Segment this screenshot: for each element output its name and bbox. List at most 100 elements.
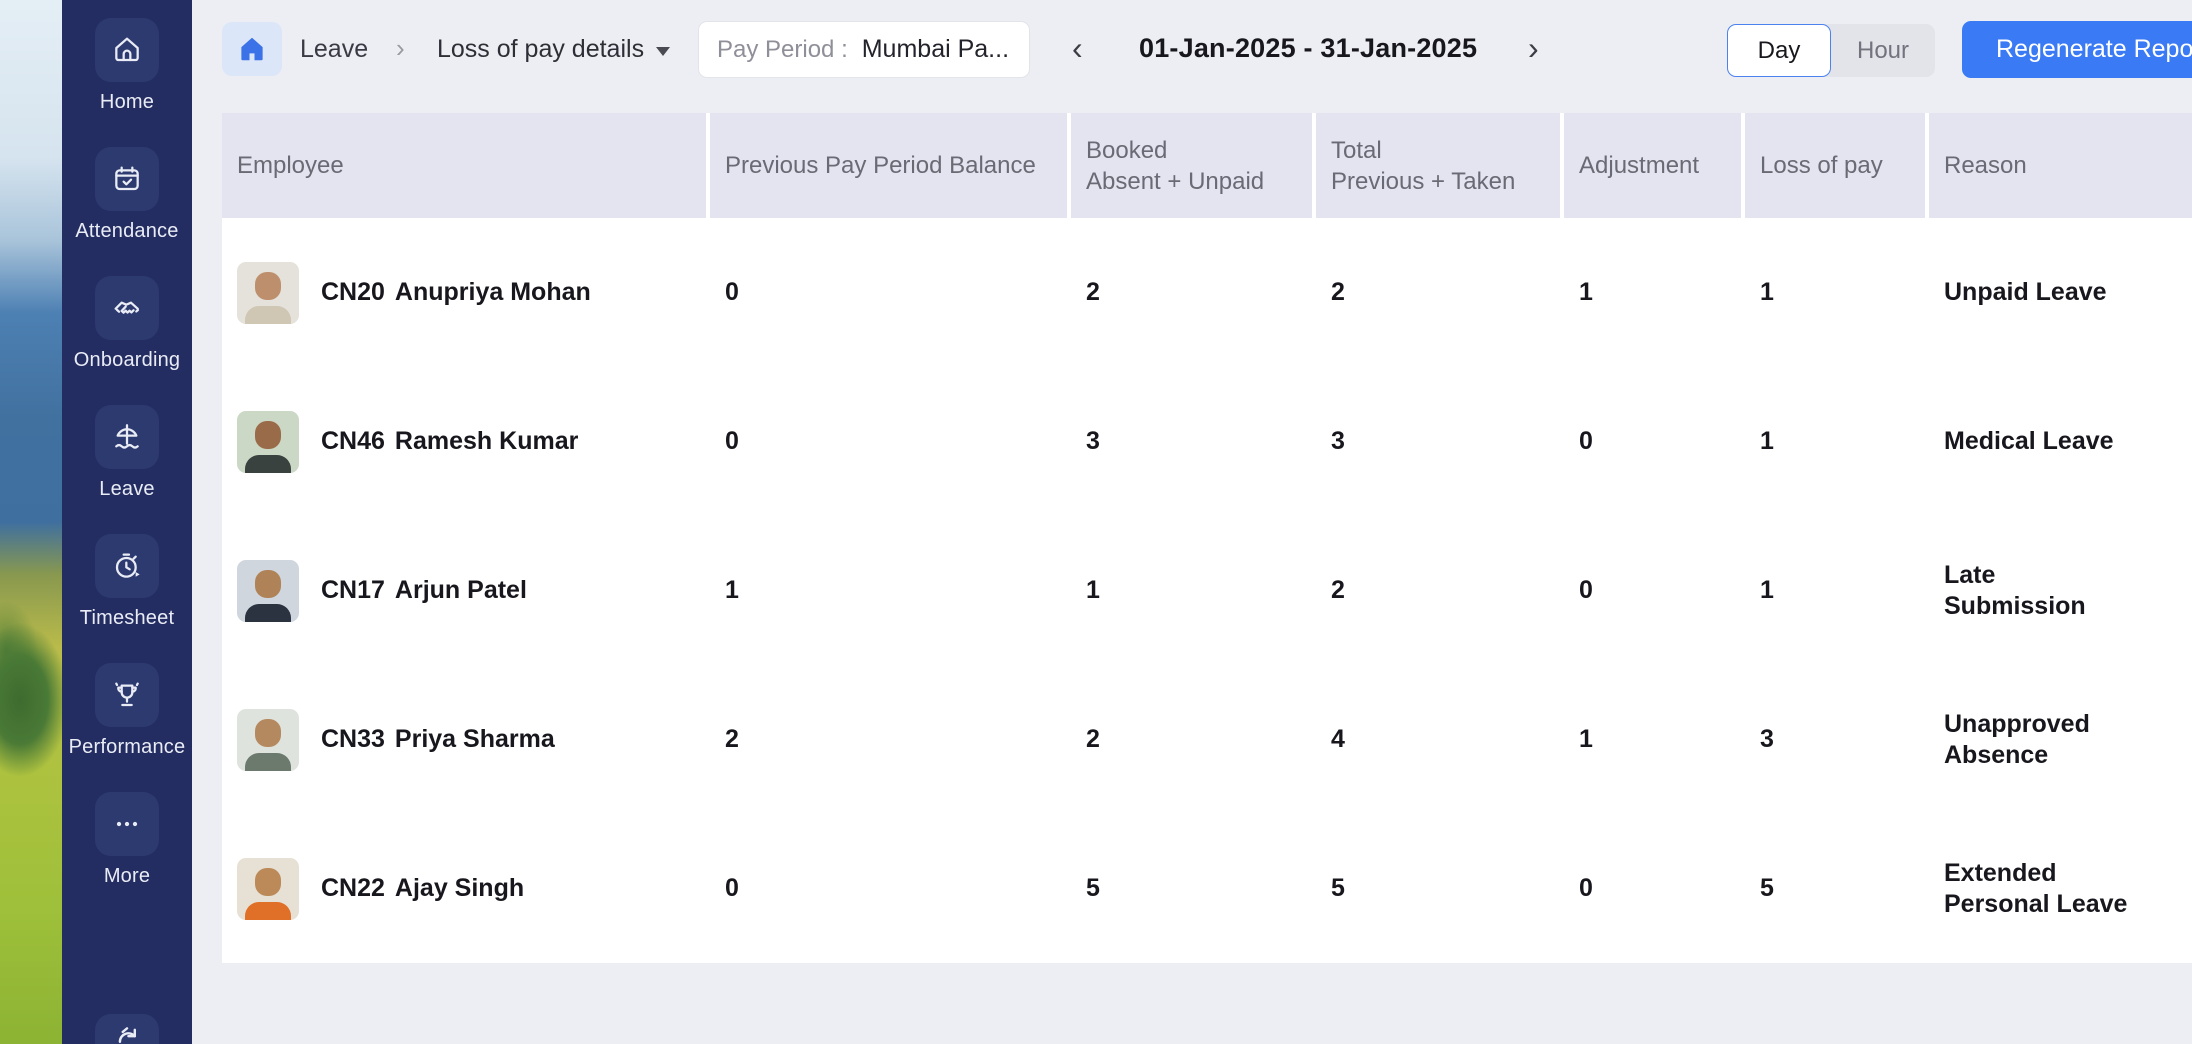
leave-umbrella-icon: [95, 405, 159, 469]
reports-refresh-icon: [118, 1027, 136, 1044]
sidebar: Home Attendance Onboarding Leave Timeshe…: [62, 0, 192, 1044]
total-value: 5: [1331, 874, 1345, 902]
col-header-total: Total Previous + Taken: [1316, 113, 1560, 218]
employee-avatar: [237, 857, 299, 920]
date-range-label: 01-Jan-2025 - 31-Jan-2025: [1139, 33, 1478, 63]
col-header-reason: Reason: [1929, 113, 2192, 218]
sidebar-item-label: Attendance: [75, 220, 179, 242]
col-header-booked: Booked Absent + Unpaid: [1071, 113, 1312, 218]
loss-of-pay-value: 1: [1760, 576, 1774, 604]
prev-balance-value: 1: [725, 576, 739, 604]
employee-name: Ajay Singh: [394, 874, 525, 902]
breadcrumb-current-label: Loss of pay details: [437, 35, 645, 63]
next-period-arrow[interactable]: ›: [1528, 30, 1539, 66]
regenerate-report-button[interactable]: Regenerate Report: [1962, 21, 2192, 78]
more-ellipsis-icon: [95, 792, 159, 856]
attendance-calendar-icon: [94, 147, 159, 211]
sidebar-item-leave[interactable]: Leave: [95, 405, 159, 501]
adjustment-value: 0: [1579, 874, 1593, 902]
topbar: Leave › Loss of pay details Pay Period :…: [192, 0, 2192, 113]
col-header-loss-of-pay: Loss of pay: [1745, 113, 1925, 218]
reason-value: Unpaid Leave: [1944, 278, 2107, 306]
sidebar-item-label: Performance: [68, 736, 186, 758]
prev-balance-value: 2: [725, 725, 739, 753]
sidebar-item-label: Timesheet: [79, 607, 175, 629]
employee-avatar: [237, 559, 299, 622]
employee-id: CN46: [321, 427, 385, 455]
loss-of-pay-table: Employee Previous Pay Period Balance Boo…: [222, 113, 2192, 963]
sidebar-item-label: Leave: [99, 478, 155, 500]
booked-value: 3: [1086, 427, 1100, 455]
home-nav-icon: [95, 18, 159, 82]
loss-of-pay-value: 5: [1760, 874, 1774, 902]
col-header-previous-balance: Previous Pay Period Balance: [710, 113, 1067, 218]
total-value: 2: [1331, 576, 1345, 604]
table-row[interactable]: CN33 Priya Sharma 2 2 4 1 3 Unapproved Ab…: [222, 665, 2192, 814]
table-row[interactable]: CN22 Ajay Singh 0 5 5 0 5 Extended Person…: [222, 814, 2192, 963]
sidebar-item-label: Onboarding: [73, 349, 181, 371]
toggle-hour[interactable]: Hour: [1856, 36, 1910, 64]
employee-name: Priya Sharma: [394, 725, 555, 753]
sidebar-item-performance[interactable]: Performance: [69, 663, 186, 759]
reason-value: Medical Leave: [1944, 427, 2114, 455]
prev-balance-value: 0: [725, 278, 739, 306]
breadcrumb-separator-icon: ›: [396, 33, 405, 63]
loss-of-pay-value: 1: [1760, 278, 1774, 306]
employee-id: CN20: [321, 278, 385, 306]
employee-cell: CN17 Arjun Patel: [222, 559, 706, 622]
total-value: 4: [1331, 725, 1345, 753]
table-header-row: Employee Previous Pay Period Balance Boo…: [222, 113, 2192, 218]
employee-cell: CN22 Ajay Singh: [222, 857, 706, 920]
table-body: CN20 Anupriya Mohan 0 2 2 1 1 Unpaid Leav…: [222, 218, 2192, 963]
breadcrumb-current-dropdown[interactable]: Loss of pay details: [437, 35, 671, 64]
sidebar-item-label: Home: [99, 91, 155, 113]
table-row[interactable]: CN46 Ramesh Kumar 0 3 3 0 1 Medical Leave: [222, 367, 2192, 516]
performance-trophy-icon: [94, 663, 159, 727]
employee-name: Arjun Patel: [394, 576, 527, 604]
sidebar-item-onboarding[interactable]: Onboarding: [74, 276, 181, 372]
booked-value: 2: [1086, 725, 1100, 753]
chevron-down-icon: [656, 47, 671, 56]
employee-avatar: [237, 708, 299, 771]
sidebar-item-label: More: [103, 865, 151, 887]
reason-value: Extended Personal Leave: [1944, 858, 2128, 918]
col-header-employee: Employee: [222, 113, 706, 218]
reason-value: Late Submission: [1944, 560, 2086, 620]
total-value: 3: [1331, 427, 1345, 455]
sidebar-item-timesheet[interactable]: Timesheet: [80, 534, 174, 630]
timesheet-timer-icon: [95, 534, 159, 598]
table-row[interactable]: CN20 Anupriya Mohan 0 2 2 1 1 Unpaid Leav…: [222, 218, 2192, 367]
pay-period-value: Mumbai Pa...: [861, 35, 1010, 63]
employee-avatar: [237, 261, 299, 324]
adjustment-value: 1: [1579, 278, 1593, 306]
toggle-day[interactable]: Day: [1727, 24, 1831, 77]
booked-value: 1: [1086, 576, 1100, 604]
table-row[interactable]: CN17 Arjun Patel 1 1 2 0 1 Late Submissio…: [222, 516, 2192, 665]
sidebar-item-home[interactable]: Home: [95, 18, 159, 114]
sidebar-item-attendance[interactable]: Attendance: [75, 147, 178, 243]
loss-of-pay-value: 3: [1760, 725, 1774, 753]
prev-period-arrow[interactable]: ‹: [1072, 30, 1083, 66]
loss-of-pay-value: 1: [1760, 427, 1774, 455]
day-hour-toggle: Day Hour: [1727, 24, 1935, 77]
employee-id: CN17: [321, 576, 385, 604]
employee-name: Anupriya Mohan: [394, 278, 591, 306]
pay-period-selector[interactable]: Pay Period : Mumbai Pa...: [698, 21, 1030, 78]
adjustment-value: 0: [1579, 576, 1593, 604]
employee-cell: CN46 Ramesh Kumar: [222, 410, 706, 473]
home-icon: [241, 37, 263, 61]
sidebar-item-more[interactable]: More: [95, 792, 159, 888]
desktop-wallpaper-strip: [0, 0, 62, 1044]
adjustment-value: 1: [1579, 725, 1593, 753]
prev-balance-value: 0: [725, 874, 739, 902]
employee-name: Ramesh Kumar: [394, 427, 579, 455]
pay-period-label: Pay Period :: [717, 35, 848, 63]
onboarding-handshake-icon: [95, 276, 159, 340]
sidebar-item-bottom-cutoff[interactable]: [95, 1014, 159, 1044]
employee-id: CN22: [321, 874, 385, 902]
employee-avatar: [237, 410, 299, 473]
employee-cell: CN33 Priya Sharma: [222, 708, 706, 771]
breadcrumb-leave[interactable]: Leave: [300, 35, 369, 63]
employee-cell: CN20 Anupriya Mohan: [222, 261, 706, 324]
home-button[interactable]: [222, 22, 282, 76]
